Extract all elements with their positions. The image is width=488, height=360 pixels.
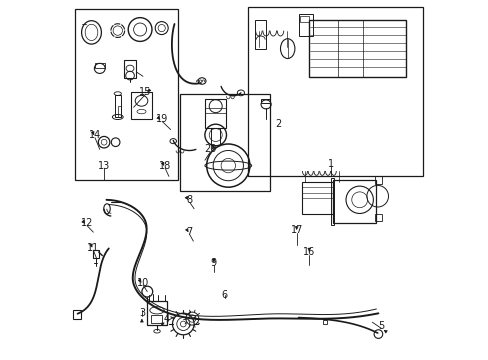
Bar bbox=[123, 60, 136, 78]
Text: 2: 2 bbox=[275, 119, 281, 129]
Bar bbox=[179, 94, 269, 191]
Bar bbox=[204, 99, 226, 128]
Text: 11: 11 bbox=[87, 243, 99, 253]
Bar bbox=[75, 9, 178, 180]
Text: 15: 15 bbox=[139, 87, 151, 97]
Bar bbox=[92, 250, 99, 258]
Text: 9: 9 bbox=[210, 258, 217, 268]
Text: 8: 8 bbox=[186, 195, 192, 205]
Text: 18: 18 bbox=[159, 161, 171, 171]
Bar bbox=[332, 180, 375, 223]
Text: 5: 5 bbox=[377, 321, 384, 331]
Bar bbox=[115, 95, 121, 117]
Text: 4: 4 bbox=[163, 314, 170, 324]
Bar bbox=[330, 178, 333, 225]
Text: 17: 17 bbox=[290, 225, 302, 235]
Bar bbox=[261, 99, 270, 103]
Bar bbox=[95, 63, 104, 68]
Bar bbox=[255, 20, 265, 49]
Text: 20: 20 bbox=[203, 144, 216, 154]
Text: 6: 6 bbox=[221, 290, 227, 300]
Text: 19: 19 bbox=[156, 114, 168, 124]
Bar bbox=[374, 176, 381, 184]
Text: 3: 3 bbox=[139, 308, 144, 318]
Text: 10: 10 bbox=[137, 278, 149, 288]
Text: 12: 12 bbox=[81, 218, 93, 228]
Bar bbox=[146, 301, 167, 325]
Bar bbox=[302, 182, 332, 214]
Bar bbox=[211, 128, 220, 145]
Text: 1: 1 bbox=[327, 159, 333, 169]
Bar bbox=[300, 16, 309, 22]
Text: 16: 16 bbox=[303, 247, 315, 257]
Bar bbox=[374, 214, 381, 221]
Bar bbox=[73, 310, 81, 319]
Bar bbox=[309, 20, 406, 77]
Bar bbox=[118, 106, 121, 117]
Text: 14: 14 bbox=[89, 130, 101, 140]
Text: 13: 13 bbox=[98, 161, 110, 171]
Text: 7: 7 bbox=[186, 227, 192, 237]
Bar bbox=[131, 92, 152, 119]
Bar bbox=[247, 7, 422, 176]
Bar bbox=[298, 14, 312, 36]
Bar bbox=[322, 320, 326, 324]
Bar bbox=[151, 315, 162, 323]
